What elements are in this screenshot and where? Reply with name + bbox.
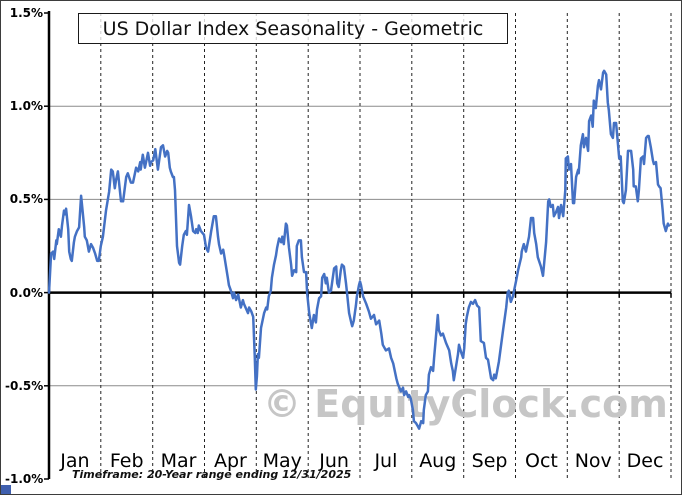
y-tick-label: 0.0% [9,285,43,300]
seasonality-line [47,69,671,430]
x-month-label: Mar [160,450,197,472]
y-tick-label: 1.0% [9,99,43,114]
x-month-label: May [262,450,302,472]
x-month-label: Apr [213,450,247,472]
x-month-label: Aug [419,450,457,472]
x-month-label: Jul [374,450,398,472]
x-month-label: Sep [471,450,508,472]
equityclock-watermark: © EquityClock.com [263,382,668,426]
chart-title-box: US Dollar Index Seasonality - Geometric [78,13,508,44]
y-tick-label: 1.5% [9,6,43,20]
corner-mark [1,485,11,494]
x-month-label: Nov [574,450,612,472]
x-month-label: Oct [524,450,558,472]
gridlines [49,13,672,479]
x-month-label: Dec [626,450,664,472]
x-month-label: Feb [109,450,144,472]
y-tick-label: 0.5% [9,192,43,207]
y-tick-label: -1.0% [5,472,44,486]
chart-title: US Dollar Index Seasonality - Geometric [102,17,484,40]
y-tick-label: -0.5% [5,378,44,393]
axes-and-series [44,11,672,480]
chart-footnote: Timeframe: 20-Year range ending 12/31/20… [72,468,352,481]
x-month-label: Jun [319,450,349,472]
x-month-label: Jan [60,450,90,472]
